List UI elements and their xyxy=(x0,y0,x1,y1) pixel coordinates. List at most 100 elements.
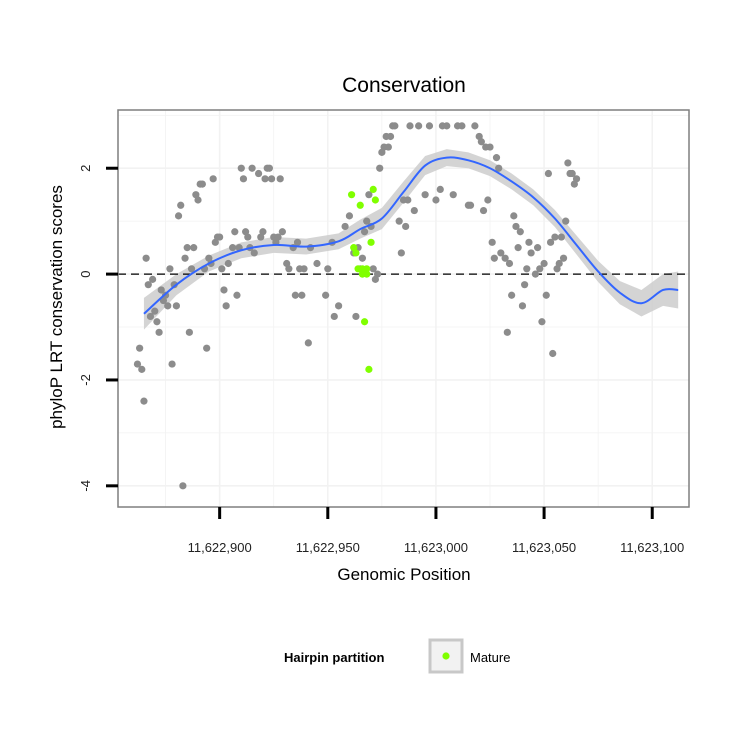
x-axis-ticks: 11,622,900 11,622,950 11,623,000 11,623,050… xyxy=(188,507,684,555)
data-point-other xyxy=(151,307,159,315)
data-point-other xyxy=(410,206,418,215)
data-point-other xyxy=(293,238,302,246)
data-point-other xyxy=(373,270,382,278)
data-point-other xyxy=(250,249,258,257)
data-point-other xyxy=(406,122,414,130)
data-point-other xyxy=(369,265,377,273)
data-point-mature xyxy=(356,201,364,209)
data-point-other xyxy=(285,265,293,273)
smooth-trend-line xyxy=(143,156,679,315)
data-point-other xyxy=(486,143,494,151)
data-point-other xyxy=(153,318,161,326)
data-point-other xyxy=(274,233,282,241)
data-point-other xyxy=(458,122,466,130)
data-point-other xyxy=(298,291,306,299)
data-point-other xyxy=(488,238,496,246)
data-point-other xyxy=(484,196,492,204)
data-point-other xyxy=(157,286,165,294)
data-point-other xyxy=(190,244,198,252)
data-point-mature xyxy=(360,318,369,326)
y-tick-label: 2 xyxy=(78,165,93,172)
data-point-other xyxy=(562,217,570,225)
data-point-other xyxy=(518,302,527,310)
data-point-other xyxy=(531,270,540,278)
data-point-other xyxy=(203,344,211,352)
y-tick-label: -4 xyxy=(78,480,93,492)
data-point-other xyxy=(533,244,542,252)
data-point-mature xyxy=(367,238,375,246)
data-point-other xyxy=(572,175,581,183)
data-point-other xyxy=(166,265,174,273)
data-point-other xyxy=(155,328,163,336)
data-point-other xyxy=(233,291,241,299)
x-tick-label: 11,622,900 xyxy=(188,540,252,555)
data-point-other xyxy=(179,482,187,490)
data-point-other xyxy=(544,169,553,178)
data-point-other xyxy=(521,281,529,289)
data-point-mature xyxy=(358,265,367,273)
legend-label-mature: Mature xyxy=(470,650,510,665)
data-point-mature xyxy=(371,196,379,204)
data-point-other xyxy=(265,164,274,172)
data-point-other xyxy=(477,138,485,146)
data-point-other xyxy=(313,259,321,268)
data-point-mature xyxy=(347,191,356,199)
data-point-other xyxy=(237,164,245,172)
data-point-other xyxy=(304,339,312,347)
x-tick-label: 11,623,000 xyxy=(404,540,468,555)
data-point-other xyxy=(512,222,520,231)
data-point-other xyxy=(261,175,269,183)
y-axis-label: phyloP LRT conservation scores xyxy=(47,185,66,429)
data-point-other xyxy=(218,265,226,273)
data-point-other xyxy=(432,196,440,204)
data-point-other xyxy=(542,291,550,299)
data-point-other xyxy=(341,222,349,231)
data-point-other xyxy=(259,228,267,236)
data-point-other xyxy=(209,175,217,183)
data-point-other xyxy=(248,164,256,172)
data-point-other xyxy=(551,233,559,241)
legend-key-mature xyxy=(442,652,450,660)
legend: Hairpin partition Mature xyxy=(284,638,510,674)
data-point-other xyxy=(360,228,369,236)
data-point-other xyxy=(365,191,373,199)
data-point-other xyxy=(536,265,544,273)
data-point-other xyxy=(330,312,338,321)
data-point-other xyxy=(149,275,157,283)
chart-title: Conservation xyxy=(342,74,466,97)
data-point-other xyxy=(397,249,405,257)
data-point-other xyxy=(194,196,202,204)
data-point-other xyxy=(497,249,505,257)
data-point-mature xyxy=(365,365,373,373)
data-point-other xyxy=(254,169,263,178)
data-point-other xyxy=(345,212,354,220)
data-point-other xyxy=(222,302,230,310)
data-point-other xyxy=(278,228,286,236)
data-point-other xyxy=(136,344,144,352)
data-point-other xyxy=(391,122,399,130)
data-point-other xyxy=(181,254,189,262)
mature-points xyxy=(347,185,379,373)
y-tick-label: -2 xyxy=(78,374,93,386)
data-point-other xyxy=(164,302,172,310)
data-point-other xyxy=(358,254,367,262)
data-point-other xyxy=(168,360,176,368)
data-point-other xyxy=(501,254,509,262)
data-point-other xyxy=(492,154,501,162)
x-tick-label: 11,622,950 xyxy=(296,540,360,555)
x-tick-label: 11,623,100 xyxy=(620,540,684,555)
data-point-other xyxy=(174,212,183,220)
data-point-other xyxy=(443,122,451,130)
data-point-other xyxy=(421,191,429,199)
data-point-other xyxy=(224,259,232,268)
data-point-other xyxy=(146,312,155,321)
data-point-other xyxy=(183,244,191,252)
data-point-other xyxy=(449,191,457,199)
data-point-mature xyxy=(363,270,371,278)
data-point-other xyxy=(229,244,237,252)
data-point-other xyxy=(267,175,276,183)
data-point-other xyxy=(386,132,395,141)
data-point-other xyxy=(540,259,548,268)
legend-title: Hairpin partition xyxy=(284,650,384,665)
